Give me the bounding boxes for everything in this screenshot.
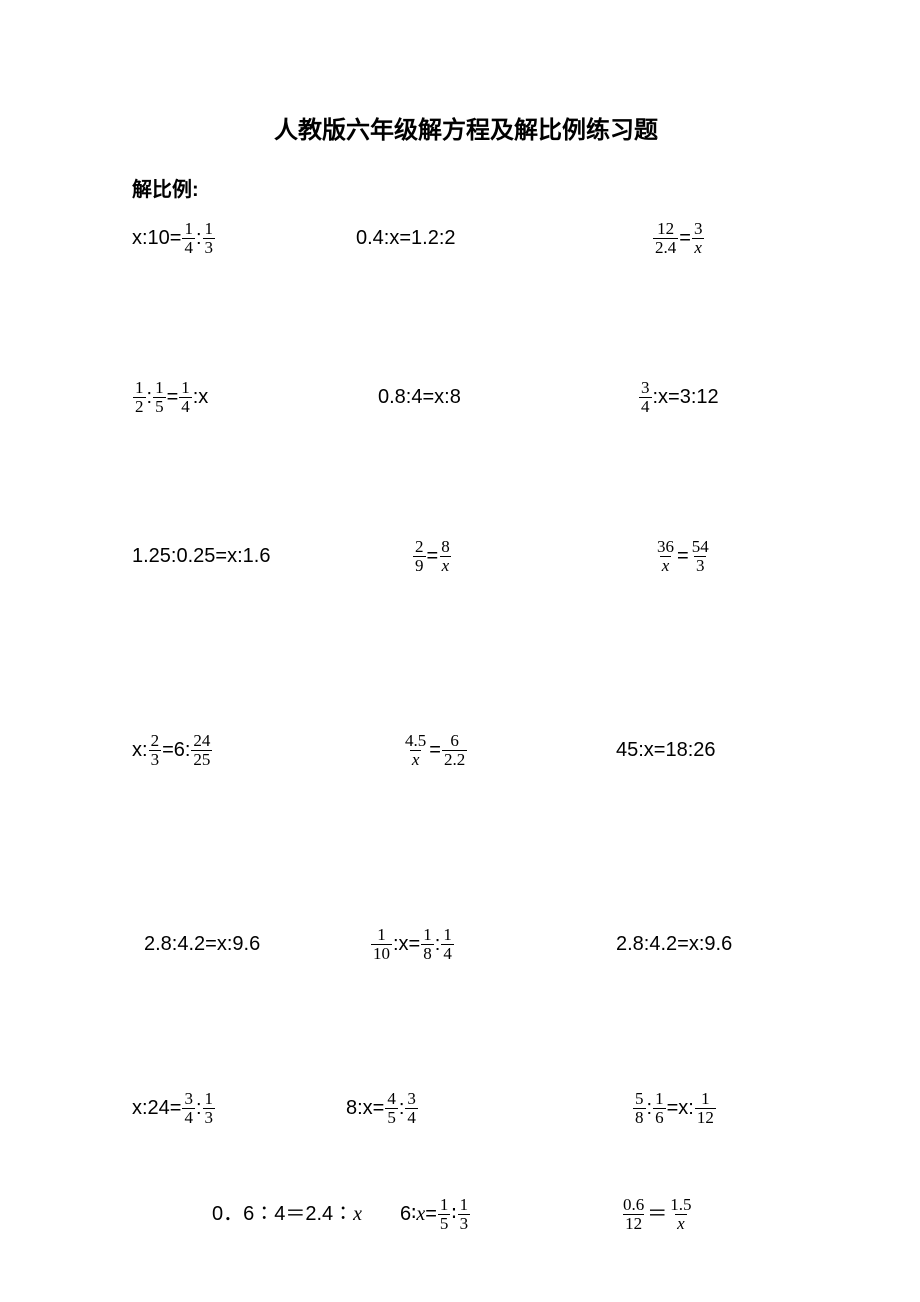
fraction: 8x — [439, 538, 452, 575]
expression-text: = — [429, 740, 441, 760]
expression-text: = — [425, 1204, 437, 1224]
fraction: 13 — [203, 220, 216, 257]
expression-text: :x= — [393, 934, 420, 954]
expression-text: ∶ — [451, 1204, 456, 1224]
fraction: 45 — [385, 1090, 398, 1127]
variable: x — [353, 1204, 362, 1224]
expression-text: : — [647, 1098, 653, 1118]
fraction: 543 — [690, 538, 711, 575]
fraction: 0.612 — [621, 1196, 646, 1233]
expression-text: x: — [132, 740, 148, 760]
expression-text: :x — [193, 387, 209, 407]
problem-cell: 122.4=3x — [652, 220, 705, 257]
fraction: 14 — [182, 220, 195, 257]
expression-text: 2.8:4.2=x:9.6 — [144, 934, 260, 954]
problem-row: 12:15=14:x 0.8:4=x:8 34:x=3:12 — [132, 375, 800, 419]
problem-cell: 110:x=18:14 — [370, 926, 455, 963]
fraction: 15 — [438, 1196, 451, 1233]
problem-cell: 1.25:0.25=x:1.6 — [132, 546, 270, 566]
fraction: 58 — [633, 1090, 646, 1127]
page-title: 人教版六年级解方程及解比例练习题 — [132, 110, 800, 145]
expression-text: 1.25:0.25=x:1.6 — [132, 546, 270, 566]
fraction: 13 — [203, 1090, 216, 1127]
fraction: 36x — [655, 538, 676, 575]
problem-cell: 45:x=18:26 — [616, 740, 716, 760]
expression-text: ＝ — [647, 1204, 667, 1224]
fraction: 4.5x — [403, 732, 428, 769]
problem-cell: x:24= 34:13 — [132, 1090, 216, 1127]
fraction: 29 — [413, 538, 426, 575]
fraction: 34 — [405, 1090, 418, 1127]
expression-text: = — [679, 228, 691, 248]
expression-text: = — [677, 546, 689, 566]
problem-cell: x: 23=6: 2425 — [132, 732, 213, 769]
fraction: 14 — [179, 379, 192, 416]
fraction: 1.5x — [668, 1196, 693, 1233]
problem-row: x: 23=6: 2425 4.5x=62.2 45:x=18:26 — [132, 728, 800, 772]
expression-text: 0.8:4=x:8 — [378, 387, 461, 407]
expression-text: =6: — [162, 740, 190, 760]
expression-text: 8:x= — [346, 1098, 384, 1118]
expression-text: : — [196, 1098, 202, 1118]
problem-cell: 2.8:4.2=x:9.6 — [144, 934, 260, 954]
fraction: 112 — [695, 1090, 716, 1127]
problem-cell: 2.8:4.2=x:9.6 — [616, 934, 732, 954]
expression-text: 45:x=18:26 — [616, 740, 716, 760]
problem-cell: 0.4:x=1.2:2 — [356, 228, 456, 248]
problem-cell: 34:x=3:12 — [638, 379, 719, 416]
variable: x — [416, 1204, 425, 1224]
problem-cell: 12:15=14:x — [132, 379, 208, 416]
problem-row: 2.8:4.2=x:9.6 110:x=18:14 2.8:4.2=x:9.6 — [132, 922, 800, 966]
problem-row: 1.25:0.25=x:1.629=8x36x=543 — [132, 534, 800, 578]
expression-text: : — [399, 1098, 405, 1118]
expression-text: x:10= — [132, 228, 181, 248]
fraction: 110 — [371, 926, 392, 963]
expression-text: =x: — [667, 1098, 694, 1118]
expression-text: :x=3:12 — [653, 387, 719, 407]
problem-row: x:10=14:13 0.4:x=1.2:2 122.4=3x — [132, 216, 800, 260]
fraction: 62.2 — [442, 732, 467, 769]
problem-cell: 36x=543 — [654, 538, 712, 575]
problem-cell: 8:x=45:34 — [346, 1090, 419, 1127]
problem-cell: 0．6∶4＝2.4∶x — [212, 1204, 362, 1224]
fraction: 122.4 — [653, 220, 678, 257]
fraction: 15 — [153, 379, 166, 416]
expression-text: = — [167, 387, 179, 407]
fraction: 13 — [458, 1196, 471, 1233]
fraction: 34 — [182, 1090, 195, 1127]
expression-text: : — [147, 387, 153, 407]
problem-cell: 6∶x=15∶13 — [400, 1196, 471, 1233]
problem-cell: 4.5x=62.2 — [402, 732, 468, 769]
fraction: 34 — [639, 379, 652, 416]
fraction: 12 — [133, 379, 146, 416]
problem-row: 0．6∶4＝2.4∶x6∶x=15∶130.612＝1.5x — [132, 1192, 800, 1236]
expression-text: : — [196, 228, 202, 248]
fraction: 2425 — [191, 732, 212, 769]
fraction: 14 — [441, 926, 454, 963]
problem-cell: 58:16=x: 112 — [632, 1090, 717, 1127]
problem-cell: x:10=14:13 — [132, 220, 216, 257]
fraction: 16 — [653, 1090, 666, 1127]
problem-cell: 29=8x — [412, 538, 453, 575]
expression-text: 0．6∶4＝2.4∶ — [212, 1204, 353, 1224]
expression-text: = — [427, 546, 439, 566]
expression-text: 2.8:4.2=x:9.6 — [616, 934, 732, 954]
fraction: 23 — [149, 732, 162, 769]
problem-rows-container: x:10=14:130.4:x=1.2:2122.4=3x12:15=14:x0… — [132, 216, 800, 1236]
expression-text: x:24= — [132, 1098, 181, 1118]
expression-text: : — [435, 934, 441, 954]
expression-text: 0.4:x=1.2:2 — [356, 228, 456, 248]
worksheet-page: 人教版六年级解方程及解比例练习题 解比例: x:10=14:130.4:x=1.… — [0, 0, 920, 1236]
fraction: 3x — [692, 220, 705, 257]
expression-text: 6∶ — [400, 1204, 416, 1224]
problem-cell: 0.8:4=x:8 — [378, 387, 461, 407]
problem-cell: 0.612＝1.5x — [620, 1196, 695, 1233]
problem-row: x:24= 34:138:x=45:3458:16=x: 112 — [132, 1086, 800, 1130]
section-label: 解比例: — [132, 173, 800, 202]
fraction: 18 — [421, 926, 434, 963]
